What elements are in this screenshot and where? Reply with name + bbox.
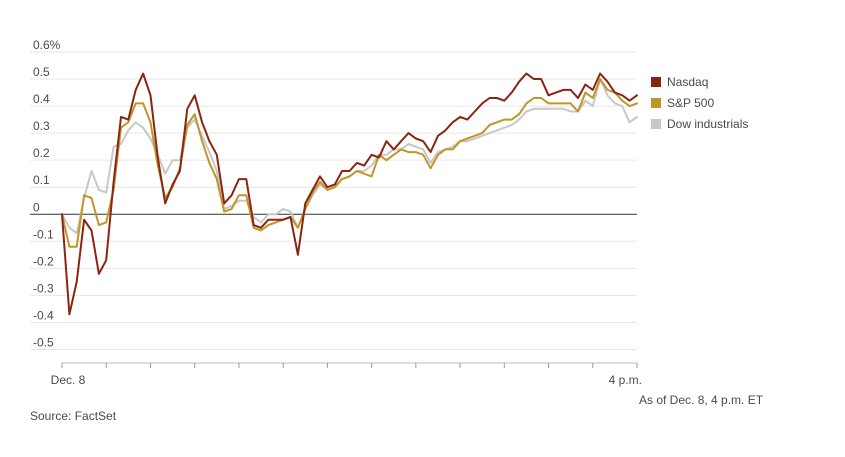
y-tick-label: 0.1 (33, 173, 50, 187)
series-line-dow-industrials (61, 78, 638, 235)
y-tick-label: -0.2 (33, 254, 54, 268)
y-tick-label: 0.2 (33, 146, 50, 160)
legend-label: Dow industrials (667, 117, 748, 131)
source-note: Source: FactSet (30, 409, 117, 423)
y-tick-label: 0.5 (33, 65, 50, 79)
series-line-nasdaq (61, 72, 638, 316)
y-tick-label: 0.3 (33, 119, 50, 133)
legend-swatch (651, 77, 661, 87)
series-line-s-p-500 (61, 78, 638, 248)
x-axis: Dec. 8 4 p.m. (51, 362, 642, 387)
legend-label: S&P 500 (667, 96, 714, 110)
x-tick-label: Dec. 8 (51, 373, 86, 387)
gridlines (30, 51, 637, 350)
y-tick-label: 0.4 (33, 92, 50, 106)
legend-label: Nasdaq (667, 75, 708, 89)
y-tick-label: -0.1 (33, 227, 54, 241)
y-tick-label: 0.6% (33, 38, 61, 52)
series-lines (61, 72, 638, 316)
y-tick-label: 0 (33, 200, 40, 214)
legend: Nasdaq S&P 500 Dow industrials (651, 75, 748, 131)
x-tick-label: 4 p.m. (609, 373, 642, 387)
y-tick-label: -0.3 (33, 281, 54, 295)
y-tick-labels: 0.6% 0.5 0.4 0.3 0.2 0.1 0 -0.1 -0.2 -0.3 -0.4 -0.5 (33, 38, 61, 349)
y-tick-label: -0.5 (33, 335, 54, 349)
y-tick-label: -0.4 (33, 308, 54, 322)
legend-swatch (651, 98, 661, 108)
legend-swatch (651, 119, 661, 129)
as-of-note: As of Dec. 8, 4 p.m. ET (639, 393, 764, 407)
